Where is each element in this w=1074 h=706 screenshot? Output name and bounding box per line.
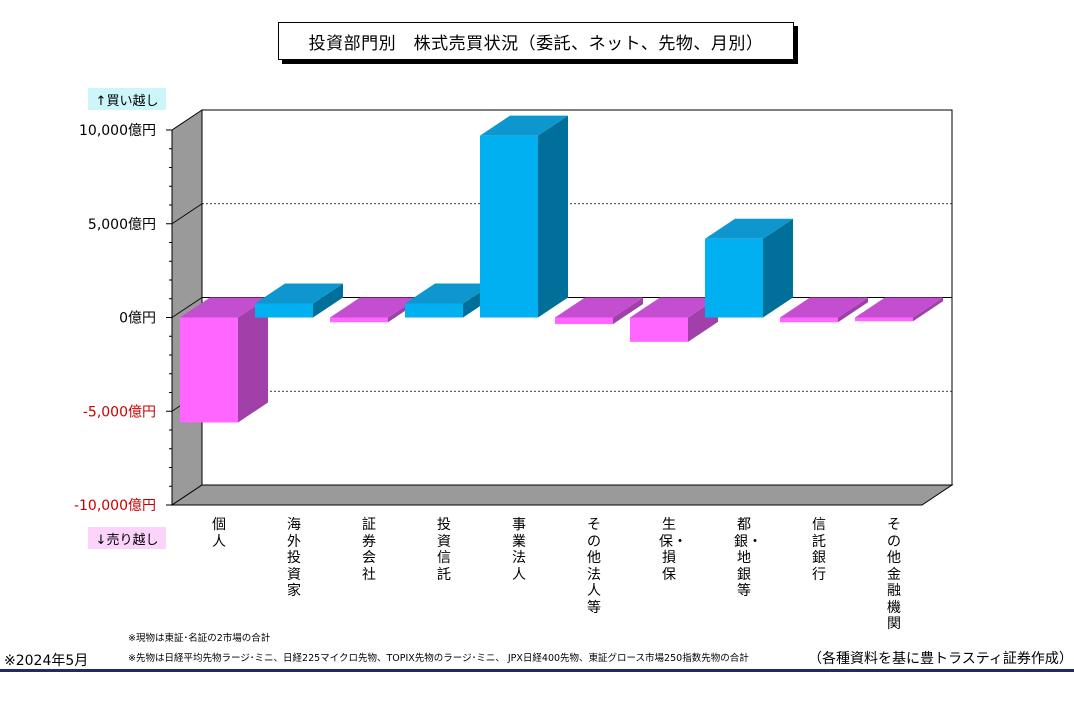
bar-top-0 (180, 297, 268, 318)
category-label-3: 投資信託 (437, 517, 451, 583)
bar-front-6 (630, 317, 688, 342)
bar-front-8 (780, 317, 838, 323)
category-label-2: 証券会社 (362, 517, 376, 583)
bar-1 (255, 283, 343, 318)
bar-top-7 (705, 218, 793, 239)
bar-side-1 (313, 283, 343, 318)
bar-side-4 (538, 115, 568, 318)
bar-3 (405, 283, 493, 318)
bar-front-3 (405, 303, 463, 318)
bar-top-1 (255, 283, 343, 304)
bar-side-8 (838, 297, 868, 323)
category-label-8: 信託銀行 (812, 517, 826, 583)
bar-side-0 (238, 297, 268, 423)
category-label-4: 事業法人 (512, 517, 526, 583)
y-tick-label-0: 10,000億円 (79, 123, 156, 139)
bar-0 (180, 297, 268, 423)
bar-top-8 (780, 297, 868, 318)
bar-5 (555, 297, 643, 325)
bar-front-7 (705, 238, 763, 318)
bar-top-4 (480, 115, 568, 136)
category-label-9: その他金融機関 (887, 517, 901, 632)
bar-top-3 (405, 283, 493, 304)
bar-front-9 (855, 317, 913, 322)
source-label: （各種資料を基に豊トラスティ証券作成） (808, 651, 1073, 667)
bar-8 (780, 297, 868, 323)
category-label-7: 都銀・地銀等 (734, 517, 762, 599)
bar-front-1 (255, 303, 313, 318)
y-tick-label-1: 5,000億円 (88, 217, 156, 233)
bar-front-2 (330, 317, 388, 323)
category-label-1: 海外投資家 (287, 517, 301, 599)
y-tick-label-4: -10,000億円 (74, 498, 156, 514)
bar-top-9 (855, 297, 943, 318)
bar-4 (480, 115, 568, 318)
bar-9 (855, 297, 943, 322)
category-label-6: 生保・損保 (659, 517, 687, 583)
note-spot: ※現物は東証･名証の2市場の合計 (128, 633, 271, 644)
buy-label: ↑買い越し (88, 88, 166, 110)
y-tick-label-3: -5,000億円 (83, 404, 156, 420)
chart-title: 投資部門別 株式売買状況（委託、ネット、先物、月別） (278, 22, 794, 60)
bar-7 (705, 218, 793, 318)
bar-side-9 (913, 297, 943, 322)
grid-side-1 (171, 203, 203, 225)
bar-side-5 (613, 297, 643, 325)
grid-side-2 (171, 297, 203, 318)
date-label: ※2024年5月 (4, 653, 89, 669)
floor (170, 484, 954, 506)
bottom-rule (0, 669, 1074, 672)
bar-side-7 (763, 218, 793, 318)
bar-top-5 (555, 297, 643, 318)
sell-label: ↓売り越し (88, 527, 166, 549)
bar-front-5 (555, 317, 613, 325)
bar-top-2 (330, 297, 418, 318)
bar-front-4 (480, 135, 538, 318)
y-tick-label-2: 0億円 (119, 311, 156, 327)
bar-front-0 (180, 317, 238, 423)
note-futures: ※先物は日経平均先物ラージ･ミニ、日経225マイクロ先物、TOPIX先物のラージ… (128, 653, 749, 664)
category-label-0: 個人 (212, 517, 226, 550)
bar-top-6 (630, 297, 718, 318)
category-label-5: その他法人等 (587, 517, 601, 616)
